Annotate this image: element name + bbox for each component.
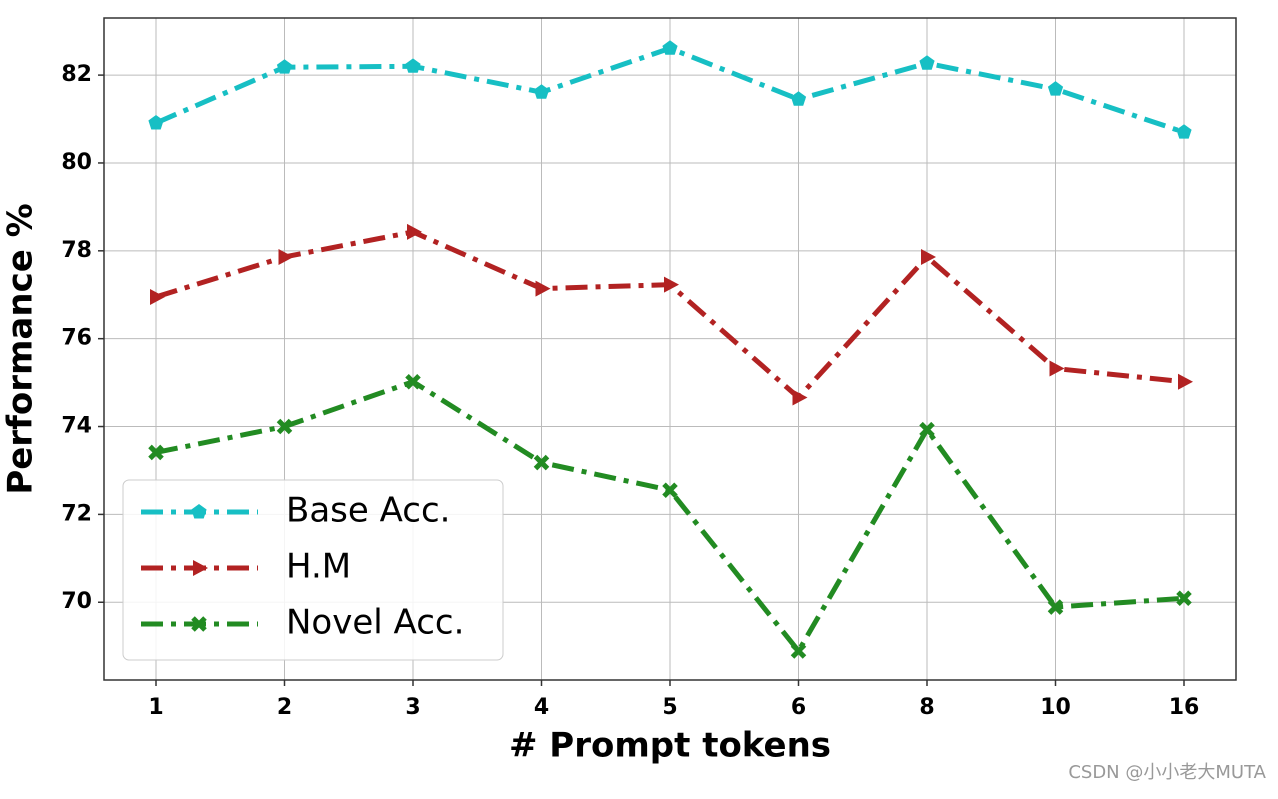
- y-tick-label: 70: [61, 589, 92, 614]
- point: [1178, 373, 1193, 390]
- legend-marker: [191, 616, 207, 632]
- point: [1049, 360, 1065, 377]
- point: [533, 84, 550, 99]
- legend-label: H.M: [286, 547, 351, 587]
- x-tick-label: 4: [534, 695, 549, 720]
- point: [1047, 81, 1064, 96]
- x-tick-label: 5: [662, 695, 677, 720]
- point: [919, 421, 935, 438]
- point: [790, 643, 807, 659]
- point: [148, 114, 164, 130]
- legend-marker: [193, 560, 208, 576]
- point: [278, 248, 294, 265]
- point: [662, 482, 678, 498]
- point: [792, 389, 808, 406]
- point: [790, 91, 807, 106]
- legend-label: Novel Acc.: [286, 603, 464, 643]
- point: [148, 444, 164, 461]
- y-tick-label: 78: [61, 238, 92, 263]
- point: [664, 276, 679, 293]
- plot-area: [103, 17, 1237, 681]
- y-tick-label: 72: [61, 501, 92, 526]
- point: [150, 288, 165, 305]
- point: [1176, 590, 1192, 607]
- point: [276, 418, 293, 435]
- x-tick-label: 6: [791, 695, 806, 720]
- y-tick-label: 80: [61, 150, 92, 175]
- watermark: CSDN @小小老大MUTA: [1068, 762, 1266, 783]
- legend-marker: [191, 504, 207, 519]
- point: [919, 55, 935, 70]
- point: [276, 59, 293, 74]
- point: [405, 373, 421, 390]
- y-tick-label: 76: [61, 326, 92, 351]
- point: [535, 280, 551, 297]
- point: [405, 58, 421, 73]
- legend-box: [122, 479, 504, 661]
- legend-label: Base Acc.: [286, 491, 450, 531]
- point: [1176, 124, 1192, 139]
- point: [1047, 599, 1064, 615]
- point: [407, 223, 422, 240]
- y-tick-label: 82: [61, 62, 92, 87]
- x-tick-label: 16: [1169, 695, 1200, 720]
- x-tick-label: 1: [148, 695, 163, 720]
- x-tick-label: 3: [405, 695, 420, 720]
- y-tick-label: 74: [61, 414, 92, 439]
- point: [662, 40, 678, 55]
- x-tick-label: 2: [277, 695, 292, 720]
- y-axis-label: Performance %: [1, 203, 41, 494]
- x-axis-label: # Prompt tokens: [509, 726, 831, 766]
- point: [921, 248, 936, 265]
- point: [533, 454, 550, 471]
- x-tick-label: 10: [1040, 695, 1071, 720]
- x-tick-label: 8: [919, 695, 934, 720]
